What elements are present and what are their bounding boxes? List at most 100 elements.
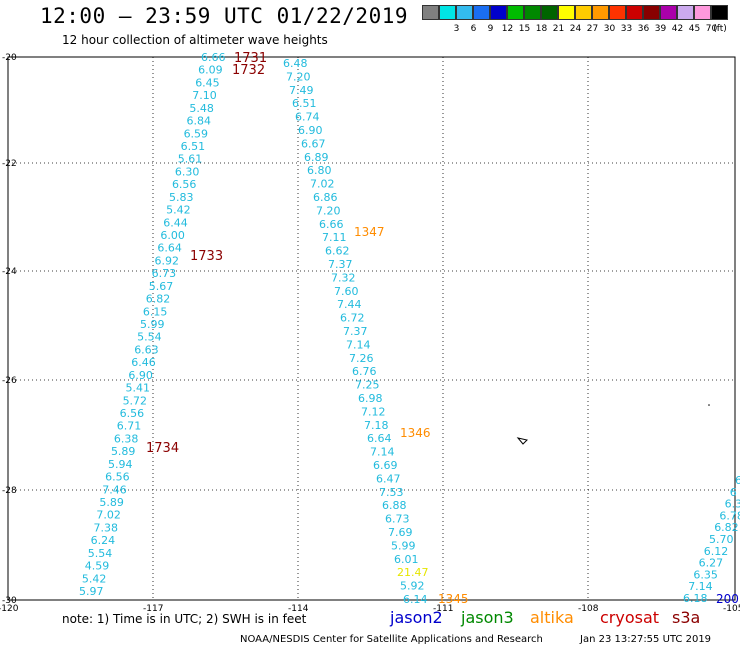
pass-label: 1733 bbox=[190, 249, 223, 264]
wave-height-value: 6.35 bbox=[693, 568, 718, 581]
wave-height-value: 6.82 bbox=[714, 521, 739, 534]
timestamp-text: Jan 23 13:27:55 UTC 2019 bbox=[580, 634, 712, 645]
scale-swatch bbox=[422, 5, 439, 20]
pass-label: 200 bbox=[716, 592, 739, 606]
wave-height-value: 5.42 bbox=[82, 572, 107, 585]
page-title: 12:00 – 23:59 UTC 01/22/2019 bbox=[40, 4, 409, 28]
scale-label: 39 bbox=[654, 24, 667, 34]
wave-height-value: 6.00 bbox=[160, 229, 185, 242]
wave-height-value: 7.25 bbox=[355, 379, 380, 392]
scale-swatch bbox=[473, 5, 490, 20]
wave-height-value: 6.45 bbox=[195, 76, 220, 89]
wave-height-value: 6.62 bbox=[325, 245, 350, 258]
wave-height-value: 6.01 bbox=[394, 553, 419, 566]
wave-height-value: 6.38 bbox=[114, 432, 139, 445]
wave-height-value: 6.90 bbox=[298, 124, 323, 137]
scale-label: 15 bbox=[518, 24, 531, 34]
lon-label: -105 bbox=[723, 604, 740, 614]
wave-height-value: 6 bbox=[735, 474, 740, 487]
scale-label: 30 bbox=[603, 24, 616, 34]
lat-label: -22 bbox=[2, 159, 17, 169]
scale-label: 70 bbox=[705, 24, 718, 34]
lat-label: -24 bbox=[2, 267, 17, 277]
wave-height-value: 7.12 bbox=[361, 405, 386, 418]
wave-height-value: 7.26 bbox=[349, 352, 374, 365]
wave-height-value: 5.67 bbox=[149, 280, 174, 293]
wave-height-value: 6.56 bbox=[120, 407, 144, 420]
scale-label: 33 bbox=[620, 24, 633, 34]
wave-height-value: 6.78 bbox=[719, 509, 740, 522]
scale-swatch bbox=[456, 5, 473, 20]
scale-label: 9 bbox=[487, 24, 494, 34]
wave-height-value: 7.02 bbox=[310, 178, 335, 191]
pass-label: 1734 bbox=[146, 441, 179, 456]
wave-height-value: 6.59 bbox=[184, 127, 209, 140]
wave-height-value: 5.48 bbox=[189, 102, 214, 115]
wave-height-value: 7.18 bbox=[364, 419, 389, 432]
wave-height-value: 5.70 bbox=[709, 533, 734, 546]
wave-height-value: 7.14 bbox=[688, 580, 713, 593]
wave-height-value: 6.48 bbox=[283, 57, 308, 70]
scale-swatch bbox=[558, 5, 575, 20]
scale-label: 45 bbox=[688, 24, 701, 34]
wave-height-value: 6.67 bbox=[301, 137, 326, 150]
lon-label: -117 bbox=[143, 604, 163, 614]
wave-height-value: 6.66 bbox=[201, 51, 226, 64]
wave-height-value: 5.72 bbox=[123, 394, 148, 407]
page-subtitle: 12 hour collection of altimeter wave hei… bbox=[62, 33, 328, 47]
wave-height-value: 6.15 bbox=[143, 305, 168, 318]
scale-swatch bbox=[694, 5, 711, 20]
wave-height-value: 5.94 bbox=[108, 458, 133, 471]
wave-height-value: 5.89 bbox=[99, 496, 124, 509]
island-dot bbox=[708, 404, 710, 406]
legend-item-altika: altika bbox=[530, 608, 574, 627]
wave-height-value: 6.51 bbox=[292, 97, 317, 110]
wave-height-value: 6.74 bbox=[295, 111, 320, 124]
wave-height-value: 6.12 bbox=[704, 545, 729, 558]
wave-height-value: 7.69 bbox=[388, 526, 413, 539]
wave-height-value: 6.86 bbox=[313, 191, 338, 204]
pass-label: 1732 bbox=[232, 63, 265, 78]
lat-label: -26 bbox=[2, 376, 17, 386]
wave-height-value: 6.51 bbox=[181, 140, 206, 153]
scale-label: 27 bbox=[586, 24, 599, 34]
wave-height-value: 7.60 bbox=[334, 285, 359, 298]
legend-item-cryosat: cryosat bbox=[600, 608, 660, 627]
wave-height-value: 6.14 bbox=[403, 593, 428, 606]
wave-height-value: 6.24 bbox=[91, 534, 116, 547]
wave-height-value: 6.44 bbox=[163, 216, 188, 229]
wave-height-value: 6.56 bbox=[105, 471, 129, 484]
scale-swatch bbox=[490, 5, 507, 20]
wave-height-value: 5.89 bbox=[111, 445, 136, 458]
wave-height-value: 7.02 bbox=[96, 509, 121, 522]
wave-height-value: 5.61 bbox=[178, 153, 203, 166]
lon-label: -114 bbox=[288, 604, 309, 614]
map-frame bbox=[7, 56, 736, 601]
scale-swatch bbox=[524, 5, 541, 20]
wave-height-value: 6.76 bbox=[352, 365, 377, 378]
wave-height-value: 6.27 bbox=[699, 557, 724, 570]
legend-item-jason3: jason3 bbox=[461, 608, 514, 627]
scale-label: 3 bbox=[453, 24, 460, 34]
scale-swatch bbox=[575, 5, 592, 20]
wave-height-value: 7.20 bbox=[286, 70, 311, 83]
wave-height-value: 7.20 bbox=[316, 204, 341, 217]
wave-height-value: 6.46 bbox=[131, 356, 156, 369]
pass-label: 1346 bbox=[400, 426, 431, 440]
wave-height-value: 6.09 bbox=[198, 64, 223, 77]
wave-height-value: 7.46 bbox=[102, 483, 127, 496]
wave-height-value: 6.63 bbox=[134, 343, 159, 356]
wave-height-value: 7.32 bbox=[331, 271, 356, 284]
wave-height-value: 7.53 bbox=[379, 486, 404, 499]
wave-height-value: 6.72 bbox=[340, 312, 365, 325]
scale-swatch bbox=[609, 5, 626, 20]
wave-height-value: 6.73 bbox=[385, 513, 410, 526]
wave-height-value: 6.73 bbox=[152, 267, 177, 280]
wave-height-value: 5.99 bbox=[140, 318, 165, 331]
wave-height-value: 4.59 bbox=[85, 560, 110, 573]
wave-height-value: 6.71 bbox=[117, 420, 142, 433]
scale-swatch bbox=[677, 5, 694, 20]
wave-height-value: 6.90 bbox=[128, 369, 153, 382]
lat-label: -30 bbox=[2, 596, 17, 606]
